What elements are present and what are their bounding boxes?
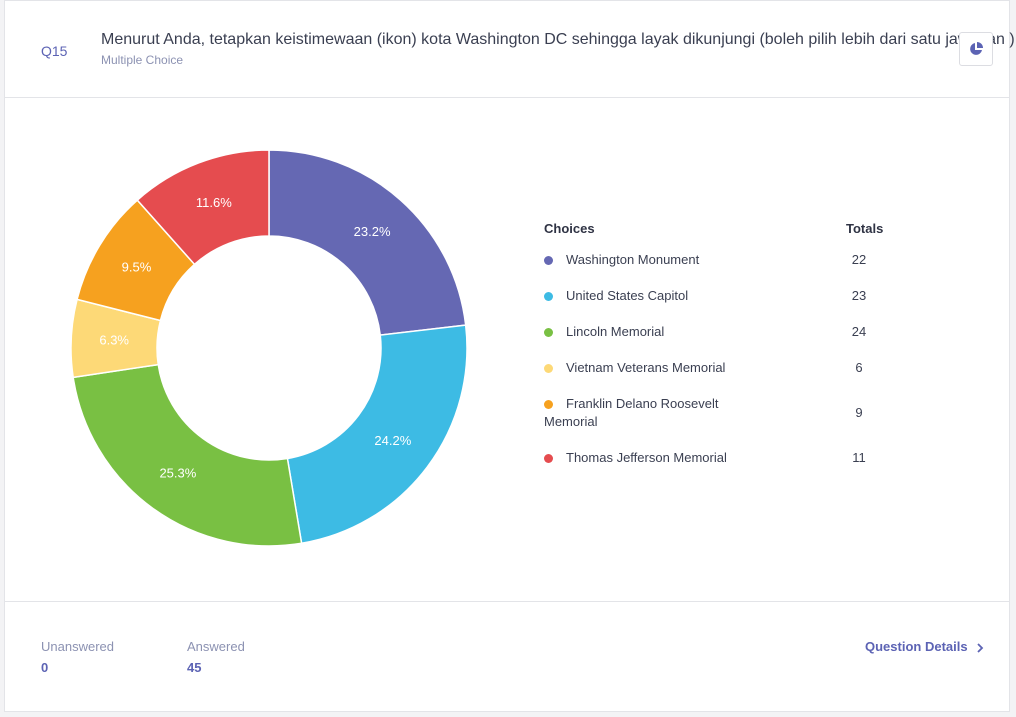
legend-choice-total: 11 <box>852 450 866 465</box>
donut-slice[interactable] <box>136 149 270 266</box>
legend-choice-total: 24 <box>851 324 867 339</box>
legend-color-dot <box>544 256 553 265</box>
legend-choice-label: Thomas Jefferson Memorial <box>566 450 727 465</box>
donut-slice[interactable] <box>268 149 467 336</box>
choices-header: Choices <box>544 221 595 236</box>
totals-header: Totals <box>846 221 884 236</box>
legend-item: Thomas Jefferson Memorial 11 <box>544 449 884 467</box>
slice-percent-label: 24.2% <box>374 433 411 448</box>
legend-choice-label: United States Capitol <box>566 288 689 303</box>
unanswered-value: 0 <box>41 660 49 675</box>
legend-choice-total: 9 <box>855 405 863 420</box>
legend-header: Choices Totals <box>544 221 884 243</box>
legend-color-dot <box>544 364 553 373</box>
legend-item: Vietnam Veterans Memorial 6 <box>544 359 884 377</box>
slice-percent-label: 23.2% <box>354 224 391 239</box>
question-number: Q15 <box>41 43 68 59</box>
chart-area: 23.2% 24.2% 25.3% 6.3% 9.5% 11.6% Choices Tot… <box>5 98 1009 601</box>
question-type: Multiple Choice <box>101 53 184 67</box>
pie-chart-icon <box>970 42 983 55</box>
slice-percent-label: 9.5% <box>122 260 152 275</box>
question-details-link[interactable]: Question Details <box>865 639 985 654</box>
donut-slice[interactable] <box>72 363 303 547</box>
chart-toggle-button[interactable] <box>959 32 993 66</box>
chevron-right-icon <box>977 642 984 653</box>
answered-value: 45 <box>187 660 202 675</box>
legend-color-dot <box>544 400 553 409</box>
legend-color-dot <box>544 292 553 301</box>
legend-item: Lincoln Memorial 24 <box>544 323 884 341</box>
legend-choice-total: 22 <box>851 252 867 267</box>
legend-choice-total: 23 <box>851 288 867 303</box>
donut-slice[interactable] <box>286 324 468 545</box>
question-header: Q15 Menurut Anda, tetapkan keistimewaan … <box>5 1 1015 98</box>
legend-choice-label: Vietnam Veterans Memorial <box>566 360 726 375</box>
slice-percent-label: 6.3% <box>99 332 129 347</box>
question-details-label: Question Details <box>865 639 968 654</box>
donut-chart: 23.2% 24.2% 25.3% 6.3% 9.5% 11.6% <box>70 149 468 547</box>
question-footer: Unanswered 0 Answered 45 Question Detail… <box>5 601 1009 714</box>
slice-percent-label: 25.3% <box>159 465 196 480</box>
chart-legend: Choices Totals Washington Monument 22 Unit… <box>544 221 884 465</box>
legend-item: Franklin Delano Roosevelt Memorial 9 <box>544 395 884 431</box>
legend-color-dot <box>544 454 553 463</box>
slice-percent-label: 11.6% <box>196 195 232 210</box>
answered-label: Answered <box>187 639 245 654</box>
question-title: Menurut Anda, tetapkan keistimewaan (iko… <box>101 31 1015 48</box>
legend-item: Washington Monument 22 <box>544 251 884 269</box>
legend-item: United States Capitol 23 <box>544 287 884 305</box>
legend-choice-label: Lincoln Memorial <box>566 324 665 339</box>
unanswered-label: Unanswered <box>41 639 114 654</box>
legend-color-dot <box>544 328 553 337</box>
question-card: Q15 Menurut Anda, tetapkan keistimewaan … <box>4 0 1015 714</box>
legend-choice-label: Washington Monument <box>566 252 700 267</box>
legend-choice-label: Franklin Delano Roosevelt Memorial <box>544 396 719 429</box>
legend-choice-total: 6 <box>855 360 863 375</box>
